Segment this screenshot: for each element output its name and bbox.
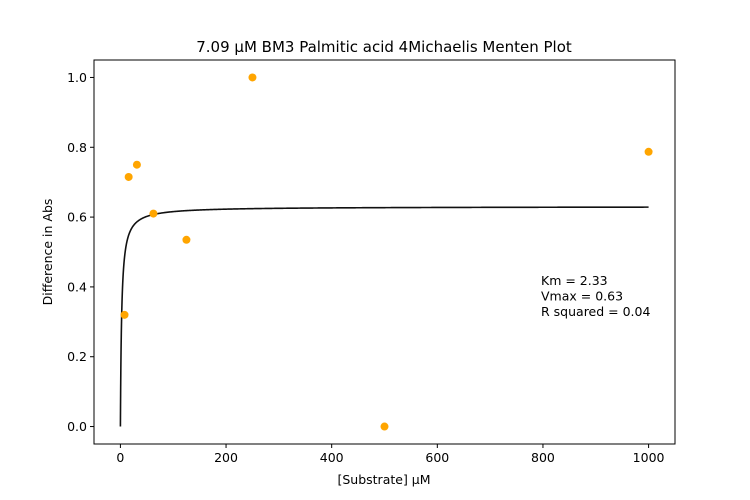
- data-point: [120, 310, 129, 319]
- x-tick-label: 400: [320, 450, 344, 465]
- r-squared-annotation: R squared = 0.04: [541, 304, 650, 319]
- y-axis-label: Difference in Abs: [40, 199, 55, 306]
- x-tick-label: 0: [116, 450, 124, 465]
- data-point: [124, 172, 133, 181]
- x-tick-label: 600: [425, 450, 449, 465]
- data-point: [248, 73, 257, 82]
- fit-curve-layer: [119, 206, 649, 427]
- data-points-layer: [120, 73, 653, 431]
- fit-line: [119, 206, 649, 427]
- fit-annotation: Km = 2.33 Vmax = 0.63 R squared = 0.04: [541, 273, 650, 319]
- chart-title: 7.09 µM BM3 Palmitic acid 4Michaelis Men…: [196, 38, 572, 56]
- x-tick-label: 200: [214, 450, 238, 465]
- y-axis-ticks: 0.0 0.2 0.4 0.6 0.8 1.0: [67, 70, 94, 434]
- y-tick-label: 0.0: [67, 419, 87, 434]
- x-tick-label: 800: [531, 450, 555, 465]
- data-point: [132, 160, 141, 169]
- y-tick-label: 1.0: [67, 70, 87, 85]
- y-tick-label: 0.8: [67, 140, 87, 155]
- x-axis-ticks: 0 200 400 600 800 1000: [116, 444, 665, 465]
- y-tick-label: 0.4: [67, 279, 87, 294]
- data-point: [182, 235, 191, 244]
- km-annotation: Km = 2.33: [541, 273, 608, 288]
- x-tick-label: 1000: [633, 450, 665, 465]
- plot-frame: [93, 59, 676, 445]
- data-point: [380, 422, 389, 431]
- data-point: [644, 147, 653, 156]
- data-point: [149, 209, 158, 218]
- y-tick-label: 0.6: [67, 210, 87, 225]
- x-axis-label: [Substrate] µM: [337, 472, 430, 487]
- y-tick-label: 0.2: [67, 349, 87, 364]
- vmax-annotation: Vmax = 0.63: [541, 289, 623, 304]
